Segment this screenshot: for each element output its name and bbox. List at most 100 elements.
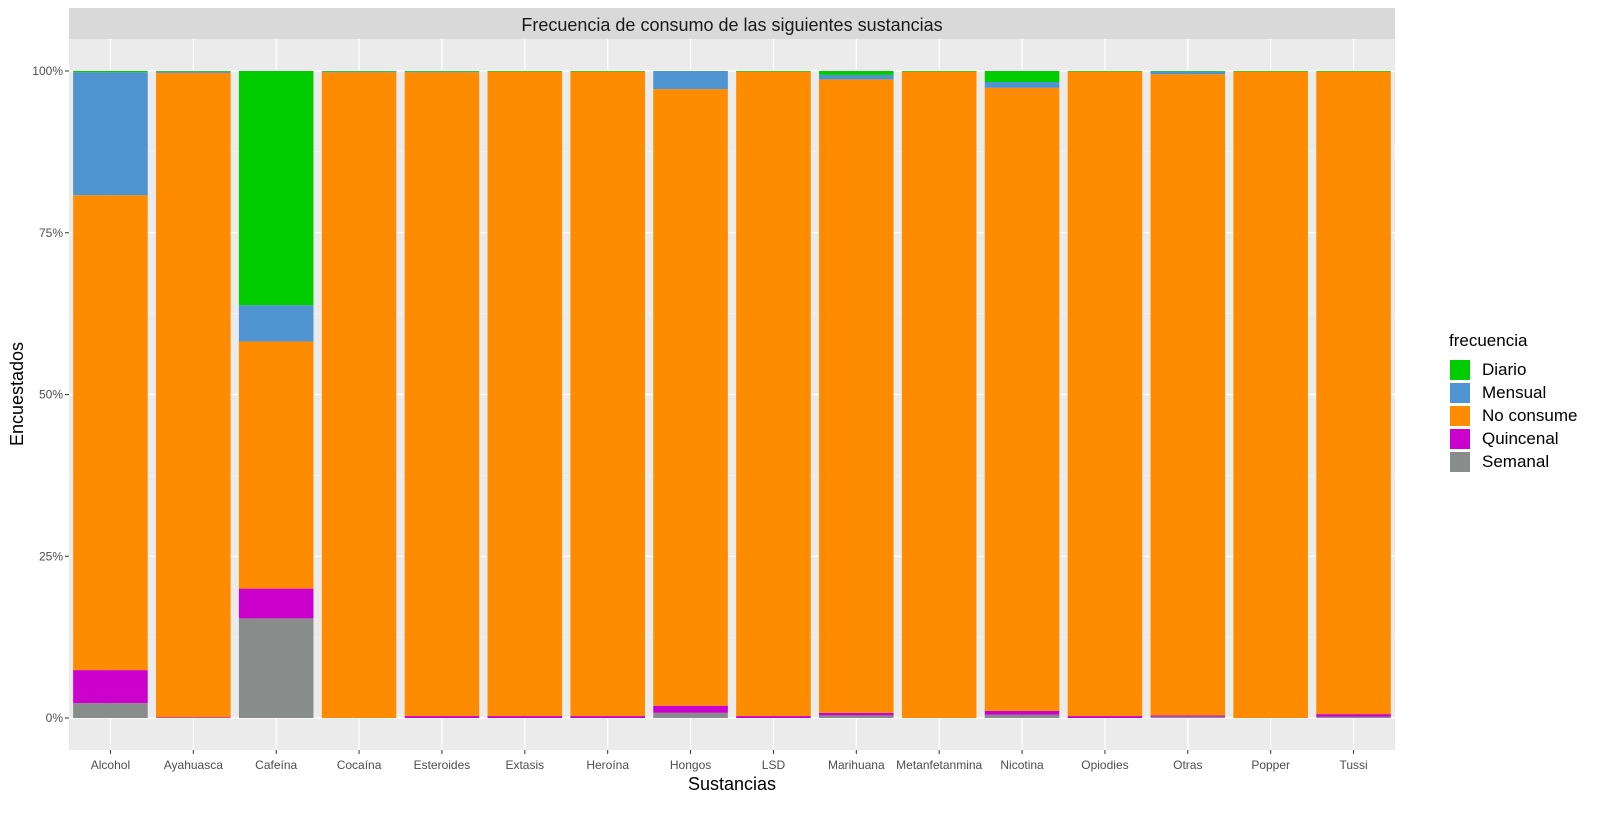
bar-no-consume-1 <box>156 72 231 718</box>
bar-no-consume-3 <box>321 72 397 718</box>
legend-key <box>1449 358 1471 381</box>
y-axis-label: Encuestados <box>7 342 27 446</box>
bar-quincenal-7 <box>653 705 728 713</box>
bar-diario-14 <box>1233 71 1308 72</box>
bar-diario-8 <box>736 71 811 72</box>
bar-diario-9 <box>819 71 894 75</box>
bar-no-consume-7 <box>653 89 728 706</box>
legend-key <box>1449 427 1471 450</box>
bar-quincenal-15 <box>1316 714 1391 717</box>
bar-mensual-9 <box>819 74 894 80</box>
x-tick-label: Ayahuasca <box>164 758 223 772</box>
bar-diario-6 <box>570 71 645 72</box>
bar-quincenal-8 <box>736 716 811 718</box>
bar-quincenal-4 <box>404 716 480 718</box>
bar-no-consume-10 <box>901 71 977 719</box>
x-tick-label: Heroína <box>586 758 629 772</box>
bar-no-consume-14 <box>1233 71 1308 719</box>
bar-diario-10 <box>901 71 977 72</box>
legend-items: Diario Mensual No consume Quincenal Semanal <box>1449 358 1577 473</box>
bar-no-consume-6 <box>570 71 645 717</box>
bar-mensual-1 <box>156 71 231 73</box>
legend-key <box>1449 450 1471 473</box>
bar-quincenal-2 <box>238 588 314 619</box>
bar-no-consume-8 <box>736 71 811 717</box>
bar-no-consume-0 <box>73 195 148 671</box>
legend-label: No consume <box>1482 405 1578 425</box>
y-tick-label: 75% <box>39 226 63 240</box>
legend-item: Semanal <box>1449 450 1577 473</box>
legend: frecuencia Diario Mensual No consume Quince… <box>1449 330 1577 473</box>
bar-no-consume-4 <box>404 72 480 717</box>
bar-quincenal-9 <box>819 712 894 716</box>
bar-diario-4 <box>404 71 480 72</box>
legend-label: Quincenal <box>1482 428 1559 448</box>
x-tick-label: Hongos <box>670 758 711 772</box>
x-tick-label: Esteroides <box>414 758 471 772</box>
y-tick-label: 50% <box>39 388 63 402</box>
bar-no-consume-9 <box>819 79 894 713</box>
bar-no-consume-2 <box>238 341 314 589</box>
x-tick-label: Alcohol <box>91 758 130 772</box>
x-axis-label: Sustancias <box>688 774 776 794</box>
bar-diario-12 <box>1067 71 1143 72</box>
x-tick-label: Metanfetanmina <box>896 758 982 772</box>
bar-semanal-13 <box>1150 716 1226 718</box>
bar-no-consume-11 <box>984 87 1060 711</box>
legend-label: Semanal <box>1482 451 1550 471</box>
y-tick-label: 100% <box>32 64 63 78</box>
legend-label: Diario <box>1482 359 1527 379</box>
bar-diario-3 <box>321 71 397 72</box>
bar-diario-11 <box>984 71 1060 82</box>
bar-diario-0 <box>73 71 148 73</box>
bar-semanal-2 <box>238 618 314 718</box>
bars <box>73 71 1391 719</box>
strip-background <box>69 8 1395 39</box>
bar-quincenal-5 <box>487 716 563 718</box>
x-tick-label: Opiodies <box>1081 758 1128 772</box>
bar-quincenal-1 <box>156 717 231 718</box>
bar-no-consume-5 <box>487 71 563 717</box>
legend-item: No consume <box>1449 404 1577 427</box>
legend-key <box>1449 404 1471 427</box>
bar-semanal-9 <box>819 715 894 718</box>
bar-diario-15 <box>1316 71 1391 72</box>
legend-label: Mensual <box>1482 382 1547 402</box>
x-tick-label: Extasis <box>505 758 544 772</box>
bar-quincenal-13 <box>1150 715 1226 717</box>
bar-mensual-4 <box>404 71 480 73</box>
x-tick-label: Cafeína <box>255 758 297 772</box>
bar-mensual-2 <box>238 305 314 342</box>
bar-mensual-7 <box>653 71 728 90</box>
bar-quincenal-6 <box>570 716 645 718</box>
x-tick-label: Tussi <box>1339 758 1367 772</box>
legend-item: Quincenal <box>1449 427 1577 450</box>
axes: 0% 25% 50% 75% 100% Alcohol Ayahuasca Cafeína Co… <box>32 64 1367 772</box>
bar-quincenal-0 <box>73 670 148 704</box>
x-tick-label: Otras <box>1173 758 1202 772</box>
bar-mensual-13 <box>1150 71 1226 75</box>
bar-mensual-11 <box>984 81 1060 88</box>
bar-diario-5 <box>487 71 563 72</box>
legend-title: frecuencia <box>1449 331 1528 350</box>
bar-semanal-11 <box>984 714 1060 718</box>
x-tick-label: Popper <box>1251 758 1290 772</box>
bar-mensual-0 <box>73 72 148 196</box>
bar-diario-13 <box>1150 71 1226 72</box>
bar-quincenal-11 <box>984 710 1060 715</box>
bar-semanal-15 <box>1316 716 1391 718</box>
x-tick-label: Nicotina <box>1000 758 1044 772</box>
legend-item: Diario <box>1449 358 1577 381</box>
bar-diario-1 <box>156 71 231 72</box>
bar-diario-2 <box>238 71 314 306</box>
y-tick-label: 25% <box>39 549 63 563</box>
bar-quincenal-12 <box>1067 716 1143 718</box>
bar-mensual-3 <box>321 71 397 73</box>
x-tick-label: Marihuana <box>828 758 885 772</box>
bar-no-consume-13 <box>1150 74 1226 716</box>
x-tick-label: LSD <box>762 758 786 772</box>
bar-semanal-7 <box>653 712 728 718</box>
bar-semanal-0 <box>73 703 148 718</box>
